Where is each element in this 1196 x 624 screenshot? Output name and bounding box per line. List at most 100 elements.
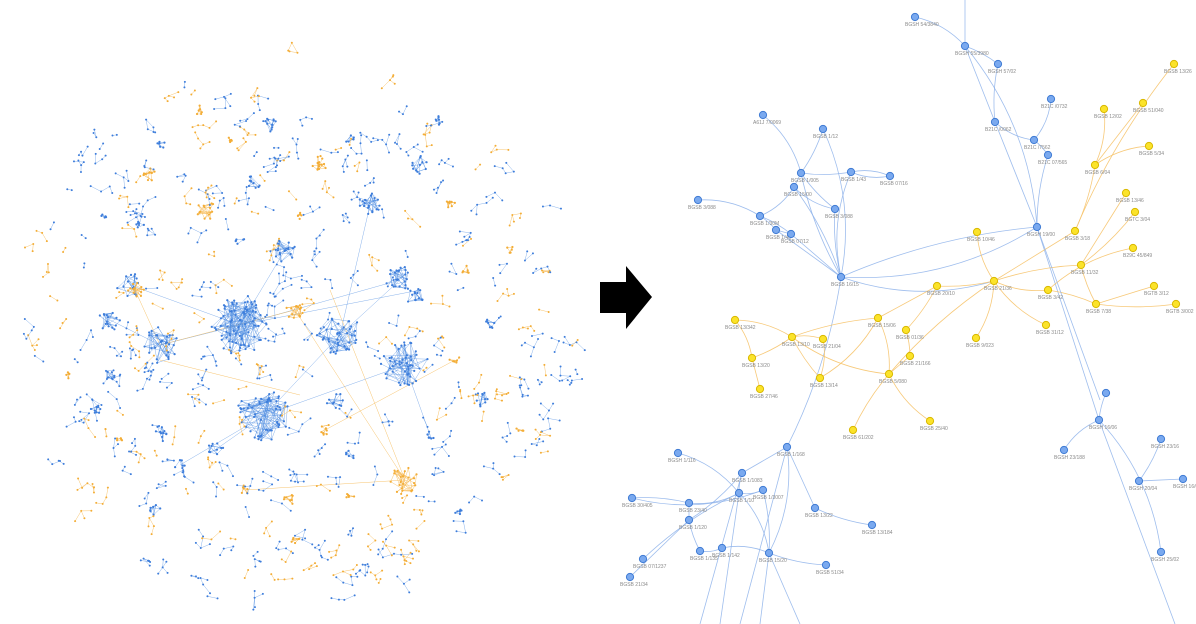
detail-node-blue[interactable]: BGSH 23/188 bbox=[1054, 445, 1085, 461]
detail-node-circle[interactable] bbox=[885, 171, 895, 181]
detail-node-blue[interactable]: BGSB 1/43 bbox=[841, 167, 866, 183]
detail-node-circle[interactable] bbox=[993, 59, 1003, 69]
detail-node-yellow[interactable]: BGSB 13/14 bbox=[810, 373, 838, 389]
detail-node-yellow[interactable]: BGSB 13/10 bbox=[782, 332, 810, 348]
detail-node-yellow[interactable]: BGSB 5/080 bbox=[879, 369, 907, 385]
detail-node-circle[interactable] bbox=[625, 572, 635, 582]
detail-node-blue[interactable]: BGSB 3/088 bbox=[688, 195, 716, 211]
detail-node-yellow[interactable]: BGSB 20/10 bbox=[927, 281, 955, 297]
detail-node-blue[interactable]: BGSH 19/00 bbox=[1027, 222, 1055, 238]
detail-node-circle[interactable] bbox=[1121, 188, 1131, 198]
detail-node-blue[interactable]: B21C /0732 bbox=[1041, 94, 1068, 110]
detail-node-yellow[interactable]: BGTC 3/04 bbox=[1125, 207, 1150, 223]
detail-node-blue[interactable]: BGSB 1/1083 bbox=[732, 468, 763, 484]
detail-node-circle[interactable] bbox=[786, 229, 796, 239]
detail-node-blue[interactable]: BGSB 1/005 bbox=[791, 168, 819, 184]
detail-node-circle[interactable] bbox=[638, 554, 648, 564]
detail-node-circle[interactable] bbox=[1169, 59, 1179, 69]
detail-node-blue[interactable]: A61J 7/0069 bbox=[753, 110, 781, 126]
detail-node-circle[interactable] bbox=[1178, 474, 1188, 484]
detail-node-blue[interactable]: BGSH 23/16 bbox=[1151, 434, 1179, 450]
detail-node-yellow[interactable]: BGTB 3/002 bbox=[1166, 299, 1194, 315]
detail-node-circle[interactable] bbox=[684, 498, 694, 508]
detail-node-yellow[interactable]: BGSB 13/342 bbox=[725, 315, 756, 331]
detail-node-circle[interactable] bbox=[787, 332, 797, 342]
detail-node-blue[interactable]: BGSH 16/06 bbox=[1089, 415, 1117, 431]
detail-node-blue[interactable]: B21C 07/565 bbox=[1038, 150, 1067, 166]
detail-node-blue[interactable]: BGSH 20/04 bbox=[1129, 476, 1157, 492]
detail-node-circle[interactable] bbox=[815, 373, 825, 383]
detail-node-circle[interactable] bbox=[1130, 207, 1140, 217]
detail-node-yellow[interactable]: BGSB 13/46 bbox=[1116, 188, 1144, 204]
detail-node-yellow[interactable]: BGSB 21/36 bbox=[984, 276, 1012, 292]
detail-node-circle[interactable] bbox=[867, 520, 877, 530]
detail-node-yellow[interactable]: BGSB 11/32 bbox=[1071, 260, 1099, 276]
detail-node-circle[interactable] bbox=[789, 182, 799, 192]
detail-node-circle[interactable] bbox=[873, 313, 883, 323]
detail-node-circle[interactable] bbox=[925, 416, 935, 426]
detail-node-yellow[interactable]: BGSB 15/06 bbox=[868, 313, 896, 329]
detail-node-circle[interactable] bbox=[1076, 260, 1086, 270]
detail-node-blue[interactable]: BGSB 23/40 bbox=[679, 498, 707, 514]
detail-node-circle[interactable] bbox=[972, 227, 982, 237]
detail-node-blue[interactable]: BGSB 15/00 bbox=[784, 182, 812, 198]
detail-node-circle[interactable] bbox=[1032, 222, 1042, 232]
detail-node-blue[interactable]: BGSB 1/30M bbox=[750, 211, 779, 227]
detail-node-circle[interactable] bbox=[758, 485, 768, 495]
detail-node-circle[interactable] bbox=[734, 488, 744, 498]
detail-node-circle[interactable] bbox=[1059, 445, 1069, 455]
detail-node-blue[interactable]: BGSB 1/12 bbox=[813, 124, 838, 140]
detail-node-yellow[interactable]: BGTB 3/12 bbox=[1144, 281, 1169, 297]
detail-node-circle[interactable] bbox=[884, 369, 894, 379]
detail-node-circle[interactable] bbox=[818, 124, 828, 134]
detail-node-blue[interactable]: BGSH 16/06 bbox=[1173, 474, 1196, 490]
detail-node-circle[interactable] bbox=[695, 546, 705, 556]
detail-node-circle[interactable] bbox=[932, 281, 942, 291]
detail-node-circle[interactable] bbox=[1171, 299, 1181, 309]
detail-node-yellow[interactable]: BGSB 6/04 bbox=[1085, 160, 1110, 176]
detail-node-blue[interactable]: BGSB 1/120 bbox=[679, 515, 707, 531]
detail-node-yellow[interactable]: BGSB 01/36 bbox=[896, 325, 924, 341]
detail-node-circle[interactable] bbox=[782, 442, 792, 452]
detail-node-blue[interactable]: BGSB 07/1237 bbox=[633, 554, 667, 570]
detail-node-blue[interactable]: BGSH 25/02 bbox=[1151, 547, 1179, 563]
detail-node-circle[interactable] bbox=[747, 353, 757, 363]
detail-node-circle[interactable] bbox=[901, 325, 911, 335]
detail-node-yellow[interactable]: BGSB 51/040 bbox=[1133, 98, 1164, 114]
detail-node-blue[interactable]: BGSB 30/405 bbox=[622, 493, 653, 509]
detail-node-blue[interactable]: B21C /7562 bbox=[1024, 135, 1051, 151]
detail-node-circle[interactable] bbox=[1099, 104, 1109, 114]
detail-node-circle[interactable] bbox=[818, 334, 828, 344]
detail-node-yellow[interactable]: BGSB 3/42 bbox=[1038, 285, 1063, 301]
detail-node-blue[interactable] bbox=[1101, 388, 1111, 398]
detail-node-circle[interactable] bbox=[1156, 434, 1166, 444]
detail-node-blue[interactable]: BGSB 15/20 bbox=[759, 548, 787, 564]
detail-node-circle[interactable] bbox=[764, 548, 774, 558]
detail-node-circle[interactable] bbox=[684, 515, 694, 525]
detail-node-circle[interactable] bbox=[1043, 150, 1053, 160]
detail-node-yellow[interactable]: BGSB 13/20 bbox=[742, 353, 770, 369]
detail-node-circle[interactable] bbox=[1101, 388, 1111, 398]
detail-node-yellow[interactable]: BGSB 7/38 bbox=[1086, 299, 1111, 315]
detail-node-circle[interactable] bbox=[810, 503, 820, 513]
detail-node-blue[interactable]: BGSB 1/168 bbox=[777, 442, 805, 458]
detail-node-blue[interactable]: BGSB 1/40 bbox=[766, 225, 791, 241]
detail-node-yellow[interactable]: BGSB 31/12 bbox=[1036, 320, 1064, 336]
detail-node-circle[interactable] bbox=[1156, 547, 1166, 557]
detail-node-blue[interactable]: BGSB 1/135 bbox=[690, 546, 718, 562]
detail-node-circle[interactable] bbox=[989, 276, 999, 286]
detail-node-circle[interactable] bbox=[673, 448, 683, 458]
detail-node-yellow[interactable]: BGSB 25/40 bbox=[920, 416, 948, 432]
detail-node-yellow[interactable]: BGSB 13/26 bbox=[1164, 59, 1192, 75]
detail-node-circle[interactable] bbox=[737, 468, 747, 478]
detail-node-blue[interactable]: B21C /0062 bbox=[985, 117, 1012, 133]
detail-node-blue[interactable]: BGSB 1/10 bbox=[729, 488, 754, 504]
detail-node-blue[interactable]: BGSH 57/02 bbox=[988, 59, 1016, 75]
detail-node-circle[interactable] bbox=[960, 41, 970, 51]
detail-node-blue[interactable]: BGSB 51/34 bbox=[816, 560, 844, 576]
detail-node-blue[interactable]: BGSB 13/184 bbox=[862, 520, 893, 536]
detail-node-circle[interactable] bbox=[730, 315, 740, 325]
detail-node-circle[interactable] bbox=[836, 272, 846, 282]
detail-node-circle[interactable] bbox=[755, 384, 765, 394]
detail-node-yellow[interactable]: BGSB 9/023 bbox=[966, 333, 994, 349]
